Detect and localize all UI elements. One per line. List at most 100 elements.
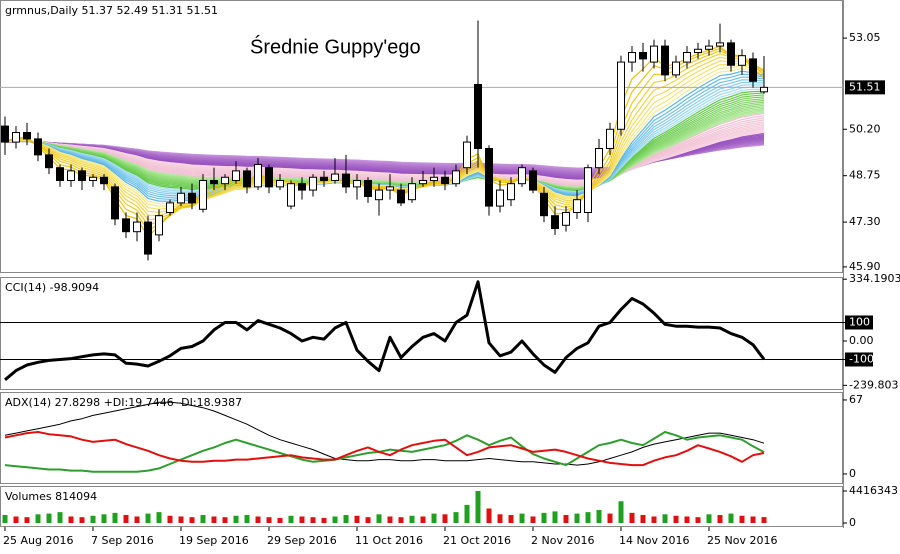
y-tick-label: -239.803 <box>849 378 898 391</box>
volume-bar <box>156 512 162 523</box>
volume-bar <box>222 517 228 523</box>
y-tick-label: 0 <box>849 516 856 529</box>
candle-body <box>287 183 295 207</box>
guppy-ema <box>4 115 765 187</box>
adx-header: ADX(14) 27.8298 +DI:19.7446 -DI:18.9387 <box>5 396 242 409</box>
last-price-label: 51.51 <box>849 80 881 93</box>
volume-bar <box>629 512 635 523</box>
volume-bar <box>695 517 701 523</box>
indicator-line <box>4 431 765 467</box>
candle-body <box>364 179 372 197</box>
candle-body <box>408 183 416 201</box>
cci-panel <box>0 277 843 390</box>
candle-body <box>474 83 482 149</box>
x-tick-label: 29 Sep 2016 <box>267 534 337 547</box>
candle-body <box>562 211 570 226</box>
candle-body <box>210 179 218 185</box>
volume-bar <box>145 513 151 523</box>
candle-body <box>320 176 328 181</box>
candle-body <box>111 186 119 220</box>
volume-bar <box>387 516 393 523</box>
candle-body <box>738 55 746 66</box>
candle-body <box>265 167 273 188</box>
candle-body <box>705 45 713 50</box>
volume-bar <box>123 515 129 523</box>
x-tick-label: 25 Nov 2016 <box>707 534 777 547</box>
volume-bar <box>79 517 85 523</box>
candle-body <box>144 221 152 255</box>
volume-bar <box>90 515 96 523</box>
volume-bar <box>750 516 756 523</box>
candle-body <box>45 154 53 169</box>
candle-body <box>507 183 515 201</box>
level-label-box <box>845 315 873 330</box>
volume-bar <box>244 515 250 523</box>
volume-bar <box>288 515 294 523</box>
candle-body <box>1 125 9 143</box>
volume-bar <box>651 516 657 523</box>
candle-body <box>463 141 471 169</box>
cci-header: CCI(14) -98.9094 <box>5 281 99 294</box>
volume-bar <box>519 513 525 523</box>
candle-body <box>430 176 438 181</box>
candle-body <box>540 192 548 217</box>
y-tick-label: 4416343 <box>849 484 898 497</box>
candle-body <box>617 61 625 130</box>
candle-body <box>78 170 86 181</box>
y-tick-label: 67 <box>849 393 863 406</box>
volume-bar <box>497 514 503 523</box>
volume-bar <box>310 517 316 523</box>
last-price-box <box>845 80 885 95</box>
candle-body <box>254 163 262 188</box>
volume-bar <box>761 517 767 523</box>
price-header: grmnus,Daily 51.37 52.49 51.31 51.51 <box>5 4 218 17</box>
y-tick-label: 334.1903 <box>849 272 900 285</box>
candle-body <box>727 42 735 66</box>
volume-bar <box>563 515 569 523</box>
volume-bar <box>398 517 404 523</box>
candle-body <box>584 167 592 213</box>
candle-body <box>56 167 64 181</box>
volume-bar <box>68 516 74 523</box>
volume-bar <box>57 512 63 523</box>
candle-body <box>397 189 405 204</box>
candle-body <box>298 183 306 191</box>
volume-bar <box>354 515 360 523</box>
x-tick-label: 19 Sep 2016 <box>179 534 249 547</box>
candle-body <box>34 138 42 156</box>
candle-body <box>133 221 141 233</box>
candle-body <box>375 189 383 201</box>
candle-body <box>23 131 31 140</box>
volume-bar <box>277 517 283 523</box>
candle-body <box>595 147 603 169</box>
volume-bar <box>24 517 30 523</box>
volume-bar <box>134 516 140 523</box>
candle-body <box>650 45 658 63</box>
x-tick-label: 14 Nov 2016 <box>619 534 689 547</box>
y-tick-label: 0 <box>849 467 856 480</box>
candle-body <box>518 167 526 185</box>
volume-bar <box>508 515 514 523</box>
candle-body <box>122 218 130 233</box>
price-panel <box>0 0 843 273</box>
candle-body <box>694 48 702 53</box>
volume-bar <box>574 513 580 523</box>
candle-body <box>177 192 185 204</box>
candle-body <box>331 173 339 181</box>
candle-body <box>452 170 460 185</box>
candle-body <box>639 51 647 60</box>
candle-body <box>166 202 174 213</box>
volume-bar <box>46 513 52 523</box>
y-tick-label: 48.75 <box>849 169 881 182</box>
volume-bar <box>662 514 668 523</box>
guppy-ema <box>4 50 765 226</box>
candle-body <box>12 131 20 143</box>
x-tick-label: 11 Oct 2016 <box>355 534 423 547</box>
x-tick-label: 21 Oct 2016 <box>443 534 511 547</box>
candle-body <box>760 86 768 93</box>
y-tick-label: 53.05 <box>849 31 881 44</box>
level-label-box <box>845 352 873 367</box>
volume-bar <box>442 514 448 523</box>
candle-body <box>155 215 163 236</box>
